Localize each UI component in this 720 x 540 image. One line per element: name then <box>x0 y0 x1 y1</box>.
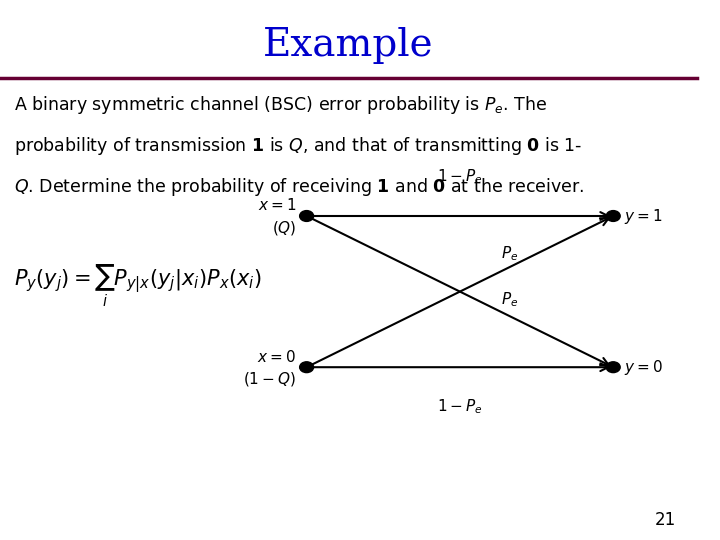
Text: $P_e$: $P_e$ <box>501 244 518 262</box>
Text: $1 - P_e$: $1 - P_e$ <box>437 397 482 416</box>
Text: $(Q)$: $(Q)$ <box>271 219 296 237</box>
Text: probability of transmission $\mathbf{1}$ is $Q$, and that of transmitting $\math: probability of transmission $\mathbf{1}$… <box>14 135 582 157</box>
Text: $P_y(y_j) = \sum_i P_{y|x}(y_j|x_i)P_x(x_i)$: $P_y(y_j) = \sum_i P_{y|x}(y_j|x_i)P_x(x… <box>14 263 262 309</box>
Text: $y = 1$: $y = 1$ <box>624 206 662 226</box>
Text: $1 - P_e$: $1 - P_e$ <box>437 167 482 186</box>
Circle shape <box>606 211 620 221</box>
Text: $x = 1$: $x = 1$ <box>258 197 296 213</box>
Text: Example: Example <box>263 27 433 64</box>
Circle shape <box>300 211 314 221</box>
Text: $(1-Q)$: $(1-Q)$ <box>243 370 296 388</box>
Text: $x = 0$: $x = 0$ <box>257 348 296 364</box>
Text: $y = 0$: $y = 0$ <box>624 357 662 377</box>
Text: $Q$. Determine the probability of receiving $\mathbf{1}$ and $\mathbf{0}$ at the: $Q$. Determine the probability of receiv… <box>14 176 584 198</box>
Text: 21: 21 <box>654 511 676 529</box>
Circle shape <box>606 362 620 373</box>
Text: $P_e$: $P_e$ <box>501 291 518 309</box>
Text: A binary symmetric channel (BSC) error probability is $P_e$. The: A binary symmetric channel (BSC) error p… <box>14 94 547 117</box>
Circle shape <box>300 362 314 373</box>
